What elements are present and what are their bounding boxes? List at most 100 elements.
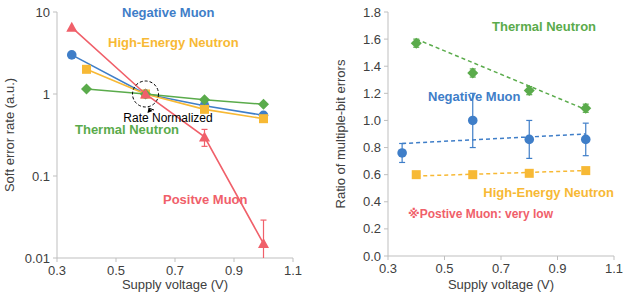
series (411, 38, 592, 114)
data-point (524, 85, 535, 96)
data-point (67, 50, 77, 60)
y-tick (384, 174, 388, 175)
y-tick (384, 147, 388, 148)
y-tick (384, 39, 388, 40)
figure: 0.01 0.1 1 10 0.3 0.5 0.7 0.9 1.1 Supply voltage … (0, 0, 632, 293)
y-tick-label: 1.8 (363, 5, 381, 20)
data-point (468, 170, 477, 179)
data-point (82, 65, 91, 74)
series-label: Negative Muon (122, 5, 215, 20)
y-tick (53, 12, 57, 13)
y-tick-label: 10 (36, 5, 50, 20)
y-tick (384, 93, 388, 94)
series-label: Positve Muon (163, 192, 248, 207)
y-tick-label: 1.2 (363, 86, 381, 101)
y-axis (388, 12, 389, 256)
arrow-head (148, 108, 153, 113)
data-point (199, 94, 210, 105)
x-axis-title: Supply voltage (V) (448, 277, 554, 292)
x-tick (444, 256, 445, 260)
y-tick (384, 256, 388, 257)
x-tick (388, 256, 389, 260)
y-axis (57, 12, 58, 258)
chart-1: 0.00.20.40.60.81.01.21.41.61.80.30.50.70… (333, 5, 623, 293)
y-tick-label: 1 (43, 87, 50, 102)
series (412, 166, 591, 179)
chart-0: 0.01 0.1 1 10 0.3 0.5 0.7 0.9 1.1 Supply voltage … (2, 5, 302, 293)
series-label: Thermal Neutron (492, 19, 596, 34)
y-tick (53, 94, 57, 95)
highlight-circle (133, 81, 159, 107)
annotation: ※Postive Muon: very low (408, 207, 554, 221)
y-tick-label: 0.2 (363, 221, 381, 236)
data-point (411, 38, 422, 49)
y-tick-label: 0.01 (25, 251, 50, 266)
annotation: Rate Normalized (123, 111, 212, 125)
y-tick (384, 120, 388, 121)
y-tick (384, 201, 388, 202)
x-tick (57, 258, 58, 262)
y-tick-label: 0.1 (32, 169, 50, 184)
x-tick-label: 0.5 (107, 263, 125, 278)
data-point (580, 103, 591, 114)
data-point (581, 135, 591, 145)
y-tick (53, 258, 57, 259)
x-tick-label: 0.5 (435, 261, 453, 276)
data-point (525, 169, 534, 178)
y-tick-label: 1.4 (363, 59, 381, 74)
series (81, 84, 269, 110)
x-tick-label: 0.7 (492, 261, 510, 276)
y-axis-title: Ratio of multiple-bit errors (333, 59, 348, 208)
data-point (258, 99, 269, 110)
data-point (66, 22, 77, 32)
x-tick-label: 1.1 (605, 261, 623, 276)
data-point (581, 166, 590, 175)
y-tick-label: 0.4 (363, 194, 381, 209)
data-point (397, 148, 407, 158)
x-tick (234, 258, 235, 262)
y-tick-label: 0.6 (363, 167, 381, 182)
x-tick-label: 0.9 (548, 261, 566, 276)
y-tick-label: 1.0 (363, 113, 381, 128)
data-point (259, 114, 268, 123)
data-point (140, 89, 151, 99)
data-point (468, 116, 478, 126)
x-tick (501, 256, 502, 260)
trend-line (416, 171, 586, 176)
series-label: High-Energy Neutron (483, 185, 614, 200)
trend-line (416, 39, 586, 109)
data-point (467, 68, 478, 79)
series-line (72, 55, 264, 115)
y-tick-label: 1.6 (363, 32, 381, 47)
series (66, 22, 269, 258)
x-tick-label: 0.3 (48, 263, 66, 278)
data-point (81, 84, 92, 95)
x-tick (175, 258, 176, 262)
series-label: High-Energy Neutron (108, 35, 239, 50)
x-tick (293, 258, 294, 262)
series-label: Negative Muon (428, 89, 521, 104)
y-tick (384, 228, 388, 229)
x-tick-label: 0.9 (225, 263, 243, 278)
x-tick (614, 256, 615, 260)
x-tick-label: 1.1 (284, 263, 302, 278)
y-tick (384, 66, 388, 67)
x-tick-label: 0.3 (379, 261, 397, 276)
y-tick (53, 176, 57, 177)
plot-area (66, 22, 269, 258)
data-point (412, 170, 421, 179)
data-point (524, 135, 534, 145)
x-tick (557, 256, 558, 260)
series-line (72, 27, 264, 243)
x-tick (116, 258, 117, 262)
plot-area (397, 38, 591, 179)
x-tick-label: 0.7 (166, 263, 184, 278)
y-tick (384, 12, 388, 13)
data-point (199, 131, 210, 141)
y-tick-label: 0.8 (363, 140, 381, 155)
series-line (87, 89, 264, 104)
trend-line (402, 134, 586, 143)
x-axis-title: Supply voltage (V) (122, 277, 228, 292)
data-point (258, 238, 269, 248)
y-axis-title: Soft error rate (a.u.) (2, 78, 17, 192)
